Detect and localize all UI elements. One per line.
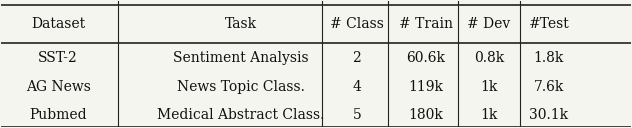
Text: Pubmed: Pubmed [29,108,87,122]
Text: 180k: 180k [409,108,444,122]
Text: 7.6k: 7.6k [533,79,564,94]
Text: 119k: 119k [409,79,444,94]
Text: 5: 5 [353,108,362,122]
Text: 1.8k: 1.8k [533,51,564,65]
Text: 1k: 1k [480,108,498,122]
Text: Task: Task [224,17,257,31]
Text: News Topic Class.: News Topic Class. [176,79,305,94]
Text: SST-2: SST-2 [38,51,78,65]
Text: # Class: # Class [330,17,384,31]
Text: 60.6k: 60.6k [406,51,446,65]
Text: 30.1k: 30.1k [529,108,568,122]
Text: # Train: # Train [399,17,453,31]
Text: Dataset: Dataset [31,17,85,31]
Text: Sentiment Analysis: Sentiment Analysis [173,51,308,65]
Text: 0.8k: 0.8k [474,51,504,65]
Text: Medical Abstract Class.: Medical Abstract Class. [157,108,324,122]
Text: AG News: AG News [25,79,90,94]
Text: #Test: #Test [528,17,569,31]
Text: 1k: 1k [480,79,498,94]
Text: # Dev: # Dev [468,17,511,31]
Text: 4: 4 [353,79,362,94]
Text: 2: 2 [353,51,362,65]
